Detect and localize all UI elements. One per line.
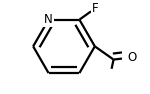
Text: O: O xyxy=(128,51,137,64)
Text: F: F xyxy=(92,2,98,15)
Text: N: N xyxy=(44,13,53,26)
